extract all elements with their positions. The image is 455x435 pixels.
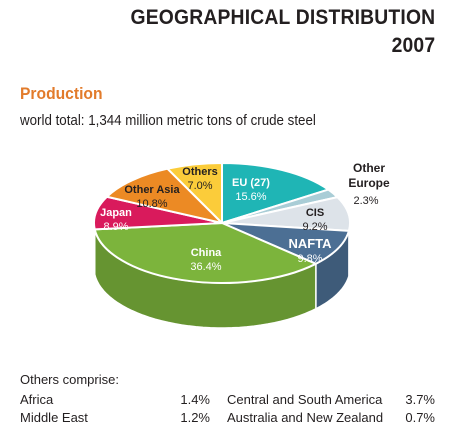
others-row-label: Central and South America: [227, 392, 383, 407]
label-japan: Japan: [100, 207, 132, 219]
value-others: 7.0%: [187, 180, 212, 192]
subtitle: world total: 1,344 million metric tons o…: [20, 113, 316, 129]
others-heading: Others comprise:: [20, 372, 119, 387]
label-other-asia: Other Asia: [124, 184, 180, 196]
label-cis: CIS: [306, 207, 324, 219]
value-cis: 9.2%: [302, 221, 327, 233]
title-line-2: 2007: [391, 34, 435, 57]
pie-slice-other-asia: [105, 167, 223, 224]
value-other-europe: 2.3%: [353, 195, 378, 207]
others-row-value: 1.4%: [180, 392, 210, 407]
pie-slice-nafta: [221, 222, 350, 265]
others-row-value: 0.7%: [405, 410, 435, 425]
value-china: 36.4%: [190, 261, 221, 273]
value-japan: 8.9%: [103, 221, 128, 233]
pie-slice-others: [166, 162, 223, 224]
label-nafta: NAFTA: [288, 236, 332, 251]
others-row-value: 3.7%: [405, 392, 435, 407]
value-eu-27-: 15.6%: [235, 191, 266, 203]
section-heading: Production: [20, 84, 103, 103]
title-line-1: GEOGRAPHICAL DISTRIBUTION: [130, 6, 435, 29]
others-row-label: Africa: [20, 392, 54, 407]
pie-slice-eu-27-: [221, 162, 330, 224]
label-china: China: [191, 247, 222, 259]
value-nafta: 9.8%: [297, 253, 322, 265]
others-row-value: 1.2%: [180, 410, 210, 425]
pie-slice-china: [93, 222, 317, 284]
value-other-asia: 10.8%: [136, 198, 167, 210]
chart-title: GEOGRAPHICAL DISTRIBUTION 2007: [130, 4, 435, 60]
label-eu-27-: EU (27): [232, 177, 270, 189]
others-row-label: Middle East: [20, 410, 88, 425]
label-other-europe-line1: Other: [353, 161, 385, 175]
label-other-europe-line2: Europe: [348, 176, 390, 190]
others-row-label: Australia and New Zealand: [227, 410, 384, 425]
label-others: Others: [182, 166, 217, 178]
